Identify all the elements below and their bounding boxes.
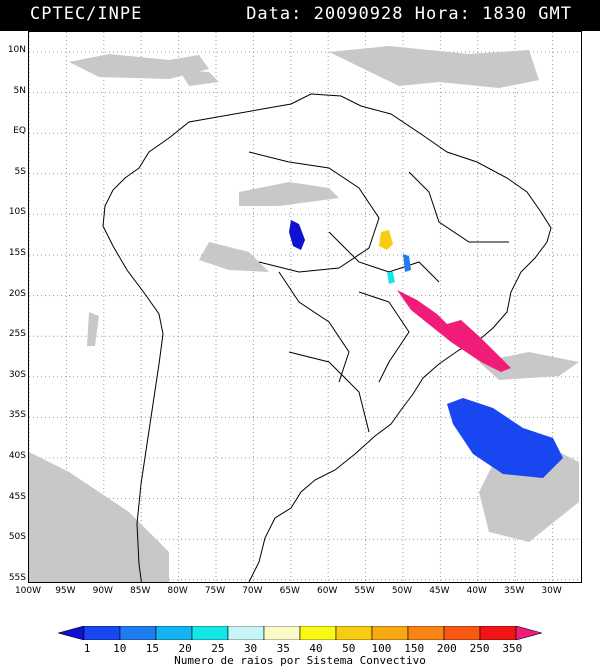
lat-label: 25S bbox=[8, 329, 26, 340]
lat-label: 15S bbox=[8, 248, 26, 258]
colorbar-label: 20 bbox=[178, 642, 192, 655]
colorbar-label: 10 bbox=[113, 642, 127, 655]
colorbar-swatch bbox=[371, 626, 409, 640]
lat-label: 30S bbox=[8, 369, 26, 380]
map-frame[interactable] bbox=[28, 31, 582, 583]
lon-label: 35W bbox=[504, 586, 525, 596]
lon-label: 30W bbox=[541, 586, 562, 596]
lon-label: 65W bbox=[279, 586, 300, 596]
system-atlantic bbox=[447, 398, 563, 478]
lon-label: 50W bbox=[391, 586, 413, 596]
colorbar-swatch bbox=[443, 626, 481, 640]
cloud-patch bbox=[69, 54, 209, 79]
cloud-patch bbox=[179, 70, 219, 86]
colorbar-swatch bbox=[155, 626, 193, 640]
cloud-patch bbox=[199, 242, 269, 272]
lat-label: 5N bbox=[13, 85, 26, 96]
lon-label: 90W bbox=[92, 586, 113, 596]
lat-label: 35S bbox=[8, 410, 26, 421]
cloud-patch bbox=[329, 46, 539, 88]
lon-label: 80W bbox=[167, 586, 188, 596]
lon-label: 60W bbox=[317, 586, 338, 596]
lon-label: 40W bbox=[466, 586, 487, 596]
colorbar-swatch bbox=[263, 626, 301, 640]
colorbar-label: 350 bbox=[502, 642, 523, 655]
system-small-cyan bbox=[387, 272, 395, 284]
colorbar bbox=[58, 626, 542, 640]
lon-label: 45W bbox=[429, 586, 450, 596]
lat-label: 10S bbox=[8, 207, 26, 218]
colorbar-swatch bbox=[335, 626, 373, 640]
cloud-patch bbox=[479, 352, 579, 380]
lat-label: 20S bbox=[8, 288, 26, 299]
colorbar-swatch bbox=[515, 626, 542, 640]
cloud-patch bbox=[87, 312, 99, 346]
lat-label: 45S bbox=[8, 491, 26, 502]
country-border bbox=[358, 291, 410, 383]
cloud-patch bbox=[239, 182, 339, 206]
colorbar-label: 200 bbox=[436, 642, 457, 655]
lon-label: 75W bbox=[204, 586, 226, 596]
colorbar-swatch bbox=[407, 626, 445, 640]
colorbar-label: 35 bbox=[276, 642, 290, 655]
convective-systems bbox=[289, 220, 563, 478]
lat-label: 40S bbox=[8, 451, 26, 461]
title-bar: CPTEC/INPE Data: 20090928 Hora: 1830 GMT bbox=[0, 0, 600, 31]
country-border bbox=[408, 171, 509, 243]
lat-label: 5S bbox=[14, 166, 26, 177]
lon-label: 100W bbox=[14, 586, 42, 596]
colorbar-label: 250 bbox=[469, 642, 490, 655]
colorbar-swatch bbox=[479, 626, 517, 640]
system-goias bbox=[403, 254, 411, 272]
colorbar-swatch bbox=[119, 626, 157, 640]
colorbar-swatch bbox=[58, 626, 85, 640]
lat-label: 55S bbox=[8, 572, 26, 583]
country-border bbox=[288, 351, 370, 433]
lon-label: 95W bbox=[55, 586, 76, 596]
colorbar-caption: Numero de raios por Sistema Convectivo bbox=[174, 654, 426, 667]
country-border bbox=[278, 271, 350, 383]
colorbar-label: 40 bbox=[309, 642, 323, 655]
colorbar-swatch bbox=[227, 626, 265, 640]
colorbar-label: 50 bbox=[342, 642, 356, 655]
lon-label: 55W bbox=[354, 586, 375, 596]
colorbar-label: 25 bbox=[211, 642, 225, 655]
lon-label: 85W bbox=[130, 586, 151, 596]
coastline bbox=[102, 93, 552, 582]
graticule bbox=[29, 32, 581, 582]
lat-label: 50S bbox=[8, 532, 26, 543]
colorbar-label: 30 bbox=[243, 642, 258, 655]
colorbar-label: 100 bbox=[371, 642, 392, 655]
system-rondonia bbox=[289, 220, 305, 250]
system-mato-grosso bbox=[379, 230, 393, 250]
colorbar-swatch bbox=[299, 626, 337, 640]
datetime-title: Data: 20090928 Hora: 1830 GMT bbox=[246, 4, 572, 24]
lat-label: 10N bbox=[7, 45, 26, 55]
cloud-cover bbox=[29, 46, 579, 582]
colorbar-swatch bbox=[83, 626, 121, 640]
system-parana bbox=[397, 290, 511, 372]
map-canvas[interactable] bbox=[29, 32, 581, 582]
source-title: CPTEC/INPE bbox=[30, 4, 143, 24]
lon-label: 70W bbox=[242, 586, 263, 596]
colorbar-label: 1 bbox=[83, 642, 91, 655]
lat-label: EQ bbox=[13, 126, 26, 137]
country-border bbox=[248, 151, 380, 273]
colorbar-label: 150 bbox=[404, 642, 425, 655]
colorbar-swatch bbox=[191, 626, 229, 640]
cloud-patch bbox=[29, 452, 169, 582]
colorbar-label: 15 bbox=[145, 642, 160, 655]
